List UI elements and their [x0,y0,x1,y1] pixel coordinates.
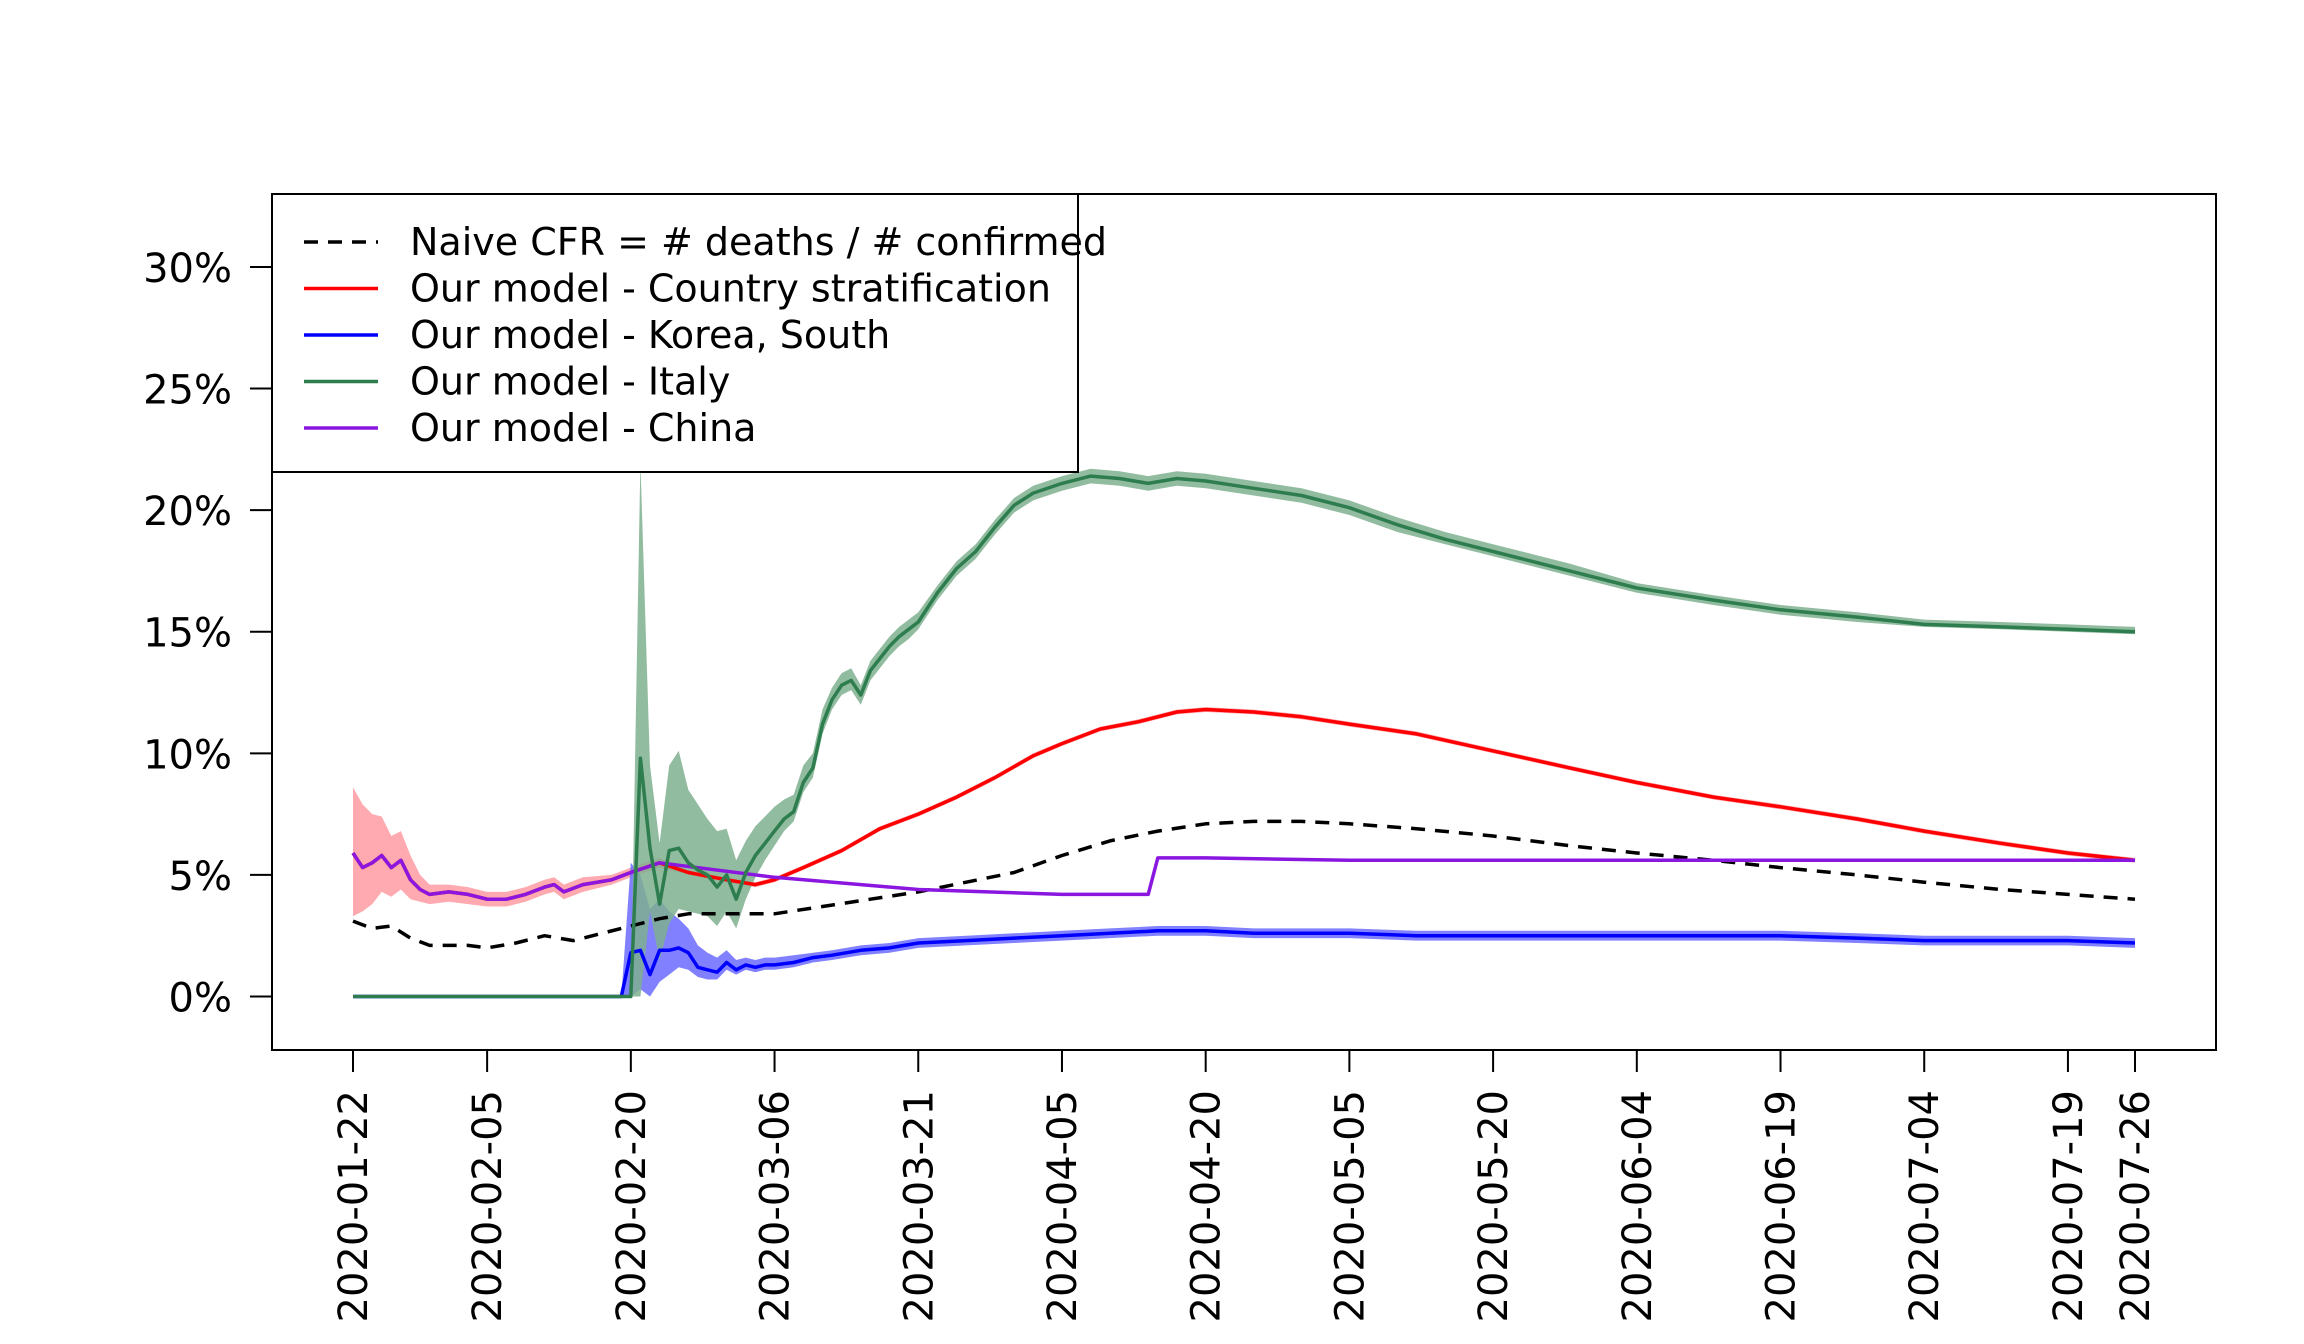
legend-label: Our model - China [410,406,756,450]
x-tick-label: 2020-06-04 [1615,1090,1661,1322]
y-axis: 0% 5% 10% 15% 20% 25% 30% [143,246,272,1022]
x-tick-label: 2020-05-05 [1327,1090,1373,1322]
y-tick-label: 25% [143,368,232,414]
y-tick-label: 30% [143,246,232,292]
x-tick-label: 2020-04-05 [1040,1090,1086,1322]
series-lines [351,474,2136,999]
legend-label: Naive CFR = # deaths / # confirmed [410,220,1107,264]
confidence-bands [353,461,2135,997]
x-axis: 2020-01-22 2020-02-05 2020-02-20 2020-03-06… [331,1050,2159,1322]
band-our-model-italy [353,461,2135,997]
x-tick-label: 2020-07-19 [2046,1090,2092,1322]
y-tick-label: 10% [143,732,232,778]
x-tick-label: 2020-01-22 [331,1090,377,1322]
x-tick-label: 2020-06-19 [1759,1090,1805,1322]
y-tick-label: 5% [169,854,232,900]
y-tick-label: 15% [143,611,232,657]
line-our-model-country-stratification [351,707,2136,901]
x-tick-label: 2020-02-05 [465,1090,511,1322]
band-our-model-country-stratification [353,707,2135,917]
x-tick-label: 2020-07-26 [2113,1090,2159,1322]
y-tick-label: 20% [143,489,232,535]
x-tick-label: 2020-07-04 [1902,1090,1948,1322]
legend-label: Our model - Country stratification [410,267,1051,311]
x-tick-label: 2020-04-20 [1184,1090,1230,1322]
line-our-model-china [351,852,2135,901]
line-our-model-korea-south [353,929,2136,999]
x-tick-label: 2020-05-20 [1471,1090,1517,1322]
line-naive-cfr-deaths-confirmed [352,819,2136,950]
x-tick-label: 2020-02-20 [609,1090,655,1322]
legend-label: Our model - Italy [410,360,730,404]
legend-box [271,193,1079,473]
legend-label: Our model - Korea, South [410,313,890,357]
x-tick-label: 2020-03-21 [896,1090,942,1322]
line-our-model-italy [353,474,2136,999]
y-tick-label: 0% [169,976,232,1022]
x-tick-label: 2020-03-06 [753,1090,799,1322]
plot-frame [271,193,2217,1051]
